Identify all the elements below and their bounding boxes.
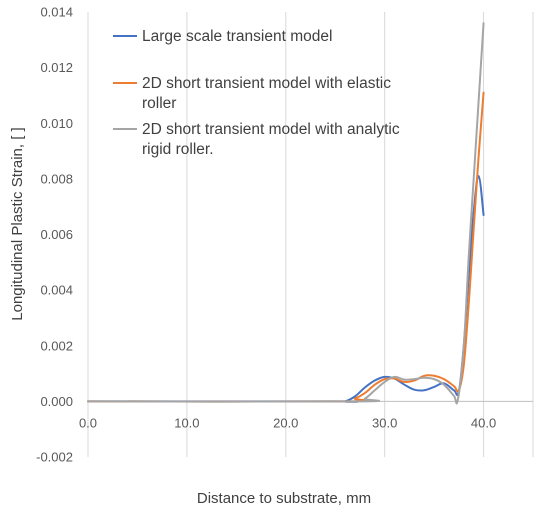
- legend-label-line: rigid roller.: [142, 141, 214, 158]
- legend-label-3: 2D short transient model with analytic ri…: [142, 121, 400, 158]
- y-tick-label: 0.006: [40, 227, 73, 242]
- y-axis-title: Longitudinal Plastic Strain, [ ]: [9, 127, 26, 320]
- legend-label-line: roller: [142, 95, 176, 112]
- gridlines: [87, 12, 534, 457]
- series-lines: [87, 22, 485, 405]
- x-tick-label: 20.0: [273, 415, 298, 430]
- y-tick-label: 0.002: [40, 338, 73, 353]
- x-axis-title: Distance to substrate, mm: [197, 490, 371, 507]
- series-line-3: [87, 22, 485, 405]
- axes: -0.0020.0000.0020.0040.0060.0080.0100.01…: [36, 5, 533, 465]
- legend-label-line: 2D short transient model with analytic: [142, 121, 400, 138]
- y-tick-label: -0.002: [36, 450, 73, 465]
- y-tick-label: 0.014: [40, 5, 73, 20]
- y-tick-label: 0.012: [40, 60, 73, 75]
- x-tick-label: 10.0: [174, 415, 199, 430]
- legend-label-line: Large scale transient model: [142, 28, 332, 45]
- x-tick-label: 30.0: [372, 415, 397, 430]
- legend-label-1: Large scale transient model: [142, 28, 332, 45]
- x-tick-label: 40.0: [471, 415, 496, 430]
- legend-label-line: 2D short transient model with elastic: [142, 75, 391, 92]
- legend: Large scale transient model 2D short tran…: [113, 28, 400, 158]
- y-tick-label: 0.004: [40, 283, 73, 298]
- y-tick-label: 0.008: [40, 171, 73, 186]
- legend-label-2: 2D short transient model with elastic rol…: [142, 75, 391, 112]
- y-tick-label: 0.010: [40, 116, 73, 131]
- y-tick-label: 0.000: [40, 394, 73, 409]
- x-tick-label: 0.0: [79, 415, 97, 430]
